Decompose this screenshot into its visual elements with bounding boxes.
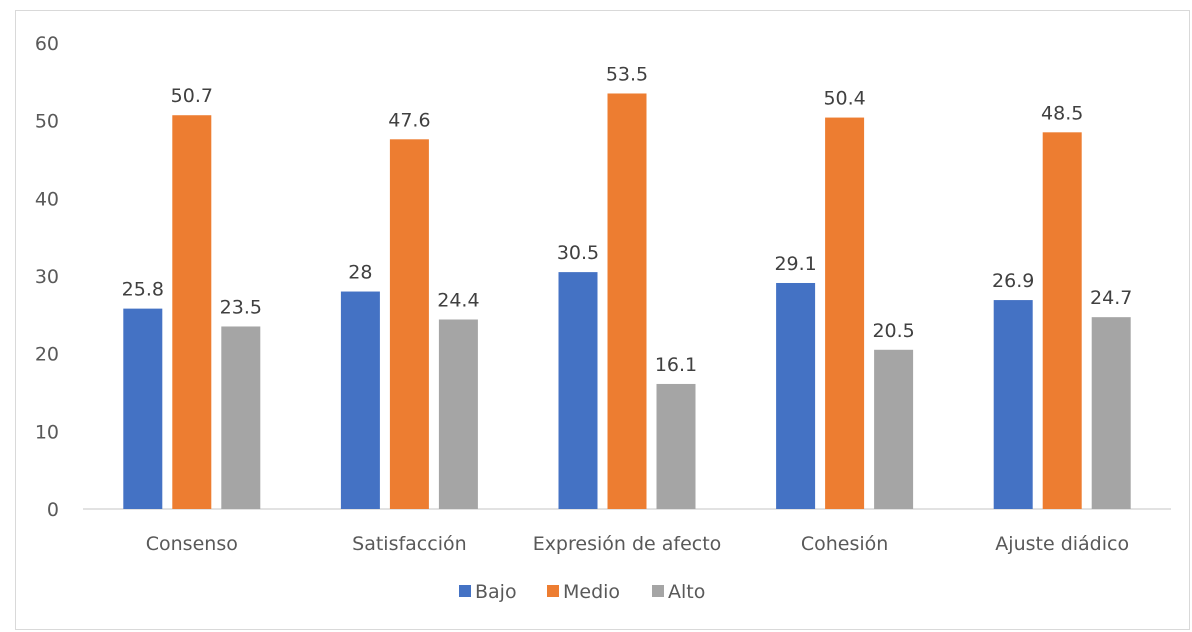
y-tick-label: 10: [35, 421, 59, 443]
data-label: 24.7: [1090, 287, 1132, 309]
category-label: Ajuste diádico: [995, 533, 1129, 555]
bar-bajo: [993, 300, 1033, 509]
data-label: 26.9: [992, 270, 1034, 292]
category-labels: Consenso Satisfacción Expresión de afecto C…: [146, 533, 1129, 555]
legend-swatch-bajo: [459, 585, 471, 597]
data-label: 20.5: [872, 320, 914, 342]
bar-chart: 0 10 20 30 40 50 60 25.8 50.7 23.5 28 47.6 24.4 30.5…: [35, 33, 1171, 603]
y-tick-label: 30: [35, 266, 59, 288]
bar-alto: [438, 319, 478, 509]
data-label: 16.1: [655, 354, 697, 376]
bar-bajo: [123, 308, 163, 509]
bar-alto: [1091, 317, 1131, 509]
bar-medio: [607, 93, 647, 509]
chart-frame: 0 10 20 30 40 50 60 25.8 50.7 23.5 28 47.6 24.4 30.5…: [15, 10, 1190, 630]
y-tick-label: 20: [35, 344, 59, 366]
bar-series: [123, 93, 1131, 510]
bar-medio: [825, 117, 865, 509]
bar-bajo: [776, 282, 816, 509]
data-label: 29.1: [774, 253, 816, 275]
data-label: 50.4: [823, 88, 865, 110]
data-label: 50.7: [171, 85, 213, 107]
data-label: 28: [348, 262, 372, 284]
data-label: 48.5: [1041, 102, 1083, 124]
bar-bajo: [340, 291, 380, 509]
category-label: Expresión de afecto: [533, 533, 722, 555]
data-label: 23.5: [220, 296, 262, 318]
legend-swatch-alto: [652, 585, 664, 597]
data-label: 25.8: [122, 279, 164, 301]
bar-alto: [656, 383, 696, 509]
y-tick-label: 60: [35, 33, 59, 55]
category-label: Consenso: [146, 533, 238, 555]
legend: Bajo Medio Alto: [459, 581, 705, 603]
data-labels: 25.8 50.7 23.5 28 47.6 24.4 30.5 53.5 16.1 29.1 50…: [122, 63, 1133, 375]
data-label: 24.4: [437, 289, 479, 311]
y-tick-label: 50: [35, 111, 59, 133]
bar-medio: [1042, 132, 1082, 510]
y-tick-label: 0: [47, 499, 59, 521]
data-label: 30.5: [557, 242, 599, 264]
data-label: 53.5: [606, 63, 648, 85]
bar-alto: [874, 349, 914, 509]
y-tick-label: 40: [35, 188, 59, 210]
category-label: Satisfacción: [352, 533, 467, 555]
bar-alto: [221, 326, 261, 509]
bar-medio: [389, 139, 429, 509]
bar-bajo: [558, 272, 598, 509]
legend-swatch-medio: [547, 585, 559, 597]
y-axis-ticks: 0 10 20 30 40 50 60: [35, 33, 59, 521]
category-label: Cohesión: [801, 533, 888, 555]
data-label: 47.6: [388, 109, 430, 131]
legend-label: Bajo: [475, 581, 517, 603]
legend-label: Alto: [668, 581, 705, 603]
bar-medio: [172, 115, 212, 509]
legend-label: Medio: [563, 581, 620, 603]
